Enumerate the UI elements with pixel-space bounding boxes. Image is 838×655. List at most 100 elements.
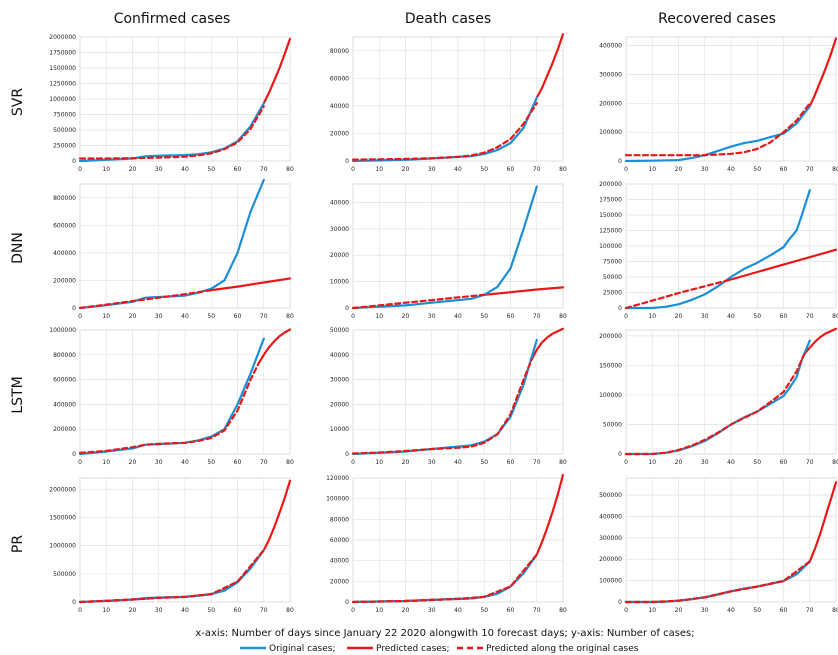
panel-lstm-confirmed-cases-y-tick-label: 800000 [53, 352, 76, 359]
panel-svr-recovered-cases-x-tick-label: 70 [806, 166, 814, 173]
legend: Original cases; Predicted cases; Predict… [240, 644, 639, 654]
panel-pr-recovered-cases-x-tick-label: 80 [832, 607, 838, 614]
panel-dnn-recovered-cases-x-tick-label: 10 [648, 313, 656, 320]
panel-pr-confirmed-cases-x-tick-label: 10 [102, 607, 110, 614]
panel-dnn-death-cases-x-tick-label: 20 [402, 313, 410, 320]
row-title-dnn: DNN [10, 232, 26, 264]
panel-pr-death-cases-x-tick-label: 30 [428, 607, 436, 614]
panel-svr-recovered-cases-y-tick-label: 300000 [599, 71, 622, 78]
panel-pr-recovered-cases-x-tick-label: 60 [780, 607, 788, 614]
panel-pr-confirmed-cases-y-tick-label: 1000000 [49, 543, 76, 550]
panel-pr-death-cases-x-tick-label: 20 [402, 607, 410, 614]
panel-svr-death-cases: 0 10 20 30 40 50 60 70 80020000400006000080000 [330, 34, 567, 173]
panel-svr-confirmed-cases-x-tick-label: 0 [78, 166, 82, 173]
panel-lstm-confirmed-cases-x-tick-label: 30 [155, 459, 163, 466]
panel-svr-recovered-cases-x-tick-label: 50 [753, 166, 761, 173]
panel-lstm-death-cases-y-tick-label: 10000 [330, 426, 349, 433]
panel-svr-death-cases-y-tick-label: 40000 [330, 103, 349, 110]
figure-caption: x-axis: Number of days since January 22 … [195, 628, 694, 639]
panel-lstm-death-cases-x-tick-label: 80 [559, 459, 567, 466]
panel-pr-recovered-cases-y-tick-label: 500000 [599, 492, 622, 499]
panel-dnn-recovered-cases-y-tick-label: 25000 [603, 290, 622, 297]
panel-pr-recovered-cases-y-tick-label: 0 [618, 599, 622, 606]
panel-svr-death-cases-x-tick-label: 0 [351, 166, 355, 173]
panel-dnn-confirmed-cases-x-tick-label: 50 [207, 313, 215, 320]
panel-lstm-confirmed-cases-x-tick-label: 50 [207, 459, 215, 466]
panel-pr-confirmed-cases-y-tick-label: 0 [72, 599, 76, 606]
panel-svr-death-cases-x-tick-label: 30 [428, 166, 436, 173]
column-title-confirmed: Confirmed cases [114, 11, 231, 27]
panel-svr-death-cases-x-tick-label: 20 [402, 166, 410, 173]
panel-dnn-death-cases-x-tick-label: 0 [351, 313, 355, 320]
panel-pr-confirmed-cases-x-tick-label: 20 [129, 607, 137, 614]
panel-dnn-recovered-cases-x-tick-label: 30 [701, 313, 709, 320]
panel-lstm-death-cases-y-tick-label: 50000 [330, 327, 349, 334]
panel-svr-confirmed-cases-y-tick-label: 1500000 [49, 65, 76, 72]
panel-dnn-death-cases: 0 10 20 30 40 50 60 70 80010000200003000040000 [330, 184, 567, 320]
panel-lstm-death-cases-x-tick-label: 50 [480, 459, 488, 466]
panel-lstm-confirmed-cases-x-tick-label: 80 [286, 459, 294, 466]
panel-svr-death-cases-x-tick-label: 40 [454, 166, 462, 173]
panel-lstm-death-cases-x-tick-label: 20 [402, 459, 410, 466]
panel-svr-death-cases-y-tick-label: 0 [345, 158, 349, 165]
panel-lstm-confirmed-cases: 0 10 20 30 40 50 60 70 80 0 200000 400000 600000 8000… [49, 327, 294, 466]
panel-dnn-death-cases-y-tick-label: 40000 [330, 199, 349, 206]
panel-svr-death-cases-x-tick-label: 50 [480, 166, 488, 173]
panel-svr-confirmed-cases-x-tick-label: 20 [129, 166, 137, 173]
panel-dnn-recovered-cases-y-tick-label: 0 [618, 305, 622, 312]
panel-dnn-death-cases-x-tick-label: 60 [507, 313, 515, 320]
panel-svr-death-cases-x-tick-label: 60 [507, 166, 515, 173]
panel-pr-recovered-cases-x-tick-label: 10 [648, 607, 656, 614]
panel-dnn-recovered-cases-x-tick-label: 40 [727, 313, 735, 320]
panel-svr-confirmed-cases: 0 10 20 30 40 50 60 70 80 0 250000 500000 750000 1000… [49, 34, 294, 173]
panel-dnn-confirmed-cases-y-tick-label: 200000 [53, 277, 76, 284]
panel-dnn-confirmed-cases-x-tick-label: 30 [155, 313, 163, 320]
panel-lstm-confirmed-cases-x-tick-label: 20 [129, 459, 137, 466]
panel-dnn-recovered-cases-x-tick-label: 20 [675, 313, 683, 320]
panel-dnn-death-cases-y-tick-label: 10000 [330, 279, 349, 286]
panel-pr-death-cases-y-tick-label: 60000 [330, 537, 349, 544]
panel-svr-recovered-cases-x-tick-label: 10 [648, 166, 656, 173]
panel-lstm-confirmed-cases-x-tick-label: 10 [102, 459, 110, 466]
panel-lstm-recovered-cases-y-tick-label: 0 [618, 451, 622, 458]
panel-dnn-confirmed-cases-y-tick-label: 0 [72, 305, 76, 312]
panel-dnn-recovered-cases-y-tick-label: 75000 [603, 259, 622, 266]
panel-lstm-recovered-cases-y-tick-label: 150000 [599, 362, 622, 369]
panel-dnn-confirmed-cases-x-tick-label: 0 [78, 313, 82, 320]
panel-svr-recovered-cases-y-tick-label: 400000 [599, 43, 622, 50]
panel-lstm-death-cases-y-tick-label: 0 [345, 451, 349, 458]
panel-dnn-recovered-cases-y-tick-label: 150000 [599, 212, 622, 219]
row-title-svr: SVR [10, 88, 26, 116]
panel-svr-recovered-cases-y-tick-label: 200000 [599, 100, 622, 107]
panel-dnn-confirmed-cases: 0 10 20 30 40 50 60 70 8002000004000006000008000… [53, 180, 294, 320]
panel-dnn-confirmed-cases-x-tick-label: 80 [286, 313, 294, 320]
column-title-death: Death cases [405, 11, 491, 27]
panel-pr-recovered-cases-y-tick-label: 100000 [599, 578, 622, 585]
panel-lstm-recovered-cases-x-tick-label: 40 [727, 459, 735, 466]
panel-dnn-death-cases-y-tick-label: 30000 [330, 226, 349, 233]
panel-pr-death-cases-x-tick-label: 0 [351, 607, 355, 614]
panel-lstm-recovered-cases-x-tick-label: 80 [832, 459, 838, 466]
panel-svr-recovered-cases-x-tick-label: 40 [727, 166, 735, 173]
panel-dnn-recovered-cases-x-tick-label: 50 [753, 313, 761, 320]
panel-dnn-recovered-cases-y-tick-label: 200000 [599, 181, 622, 188]
panel-pr-death-cases-x-tick-label: 50 [480, 607, 488, 614]
panel-pr-confirmed-cases-x-tick-label: 0 [78, 607, 82, 614]
panel-svr-confirmed-cases-x-tick-label: 60 [234, 166, 242, 173]
panel-lstm-death-cases-x-tick-label: 40 [454, 459, 462, 466]
legend-label-predicted-along: Predicted along the original cases [486, 644, 639, 654]
panel-lstm-confirmed-cases-y-tick-label: 1000000 [49, 327, 76, 334]
panel-dnn-recovered-cases-y-tick-label: 50000 [603, 274, 622, 281]
panel-svr-confirmed-cases-y-tick-label: 1250000 [49, 81, 76, 88]
panel-svr-confirmed-cases-y-tick-label: 250000 [53, 143, 76, 150]
panel-svr-recovered-cases-x-tick-label: 20 [675, 166, 683, 173]
legend-label-predicted: Predicted cases; [376, 644, 450, 654]
panel-lstm-confirmed-cases-x-tick-label: 70 [260, 459, 268, 466]
panel-lstm-death-cases-x-tick-label: 60 [507, 459, 515, 466]
panel-pr-recovered-cases-x-tick-label: 70 [806, 607, 814, 614]
panel-svr-recovered-cases-x-tick-label: 0 [624, 166, 628, 173]
panel-pr-recovered-cases-y-tick-label: 200000 [599, 556, 622, 563]
panel-pr-recovered-cases-x-tick-label: 50 [753, 607, 761, 614]
panel-pr-death-cases: 0 10 20 30 40 50 60 70 8002000040000600008000010… [326, 475, 567, 614]
panel-svr-confirmed-cases-x-tick-label: 40 [181, 166, 189, 173]
